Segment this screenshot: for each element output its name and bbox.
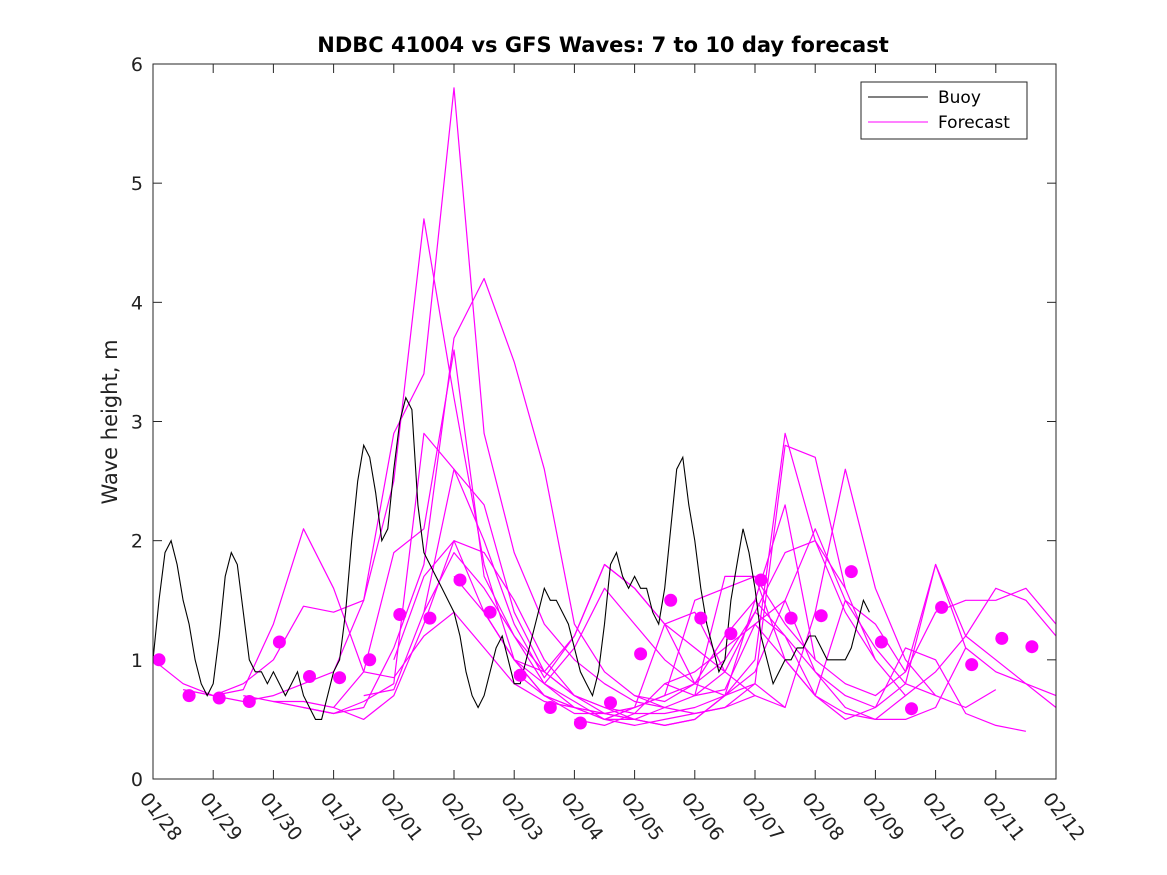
- forecast-line: [363, 468, 816, 727]
- y-tick-label: 4: [131, 292, 143, 314]
- legend: Buoy Forecast: [860, 81, 1028, 140]
- forecast-line: [634, 563, 1057, 709]
- forecast-marker: [513, 668, 527, 682]
- y-tick-label: 1: [131, 650, 143, 672]
- forecast-marker: [303, 670, 316, 683]
- forecast-line: [604, 575, 1057, 720]
- forecast-markers: [152, 565, 1039, 730]
- forecast-marker: [453, 573, 467, 587]
- y-axis-ticks: 0 1 2 3 4 5 6: [131, 54, 1056, 791]
- forecast-marker: [724, 627, 738, 641]
- forecast-marker: [242, 695, 256, 708]
- forecast-marker: [634, 647, 648, 661]
- forecast-marker: [694, 611, 708, 625]
- forecast-marker: [333, 671, 347, 685]
- forecast-marker: [573, 716, 587, 730]
- forecast-marker: [844, 565, 858, 579]
- forecast-line: [694, 623, 1057, 721]
- forecast-marker: [1025, 640, 1039, 654]
- buoy-line-group: [152, 396, 870, 720]
- forecast-marker: [152, 653, 166, 667]
- forecast-marker: [272, 635, 286, 649]
- buoy-line: [152, 396, 870, 720]
- legend-label-forecast: Forecast: [938, 113, 1010, 133]
- forecast-marker: [363, 653, 377, 667]
- y-tick-label: 0: [131, 769, 143, 791]
- forecast-marker: [543, 701, 557, 714]
- forecast-line: [483, 528, 936, 697]
- chart-title: NDBC 41004 vs GFS Waves: 7 to 10 day for…: [317, 33, 888, 57]
- forecast-marker: [423, 611, 437, 625]
- y-tick-label: 3: [131, 412, 143, 434]
- forecast-line: [243, 349, 696, 709]
- forecast-marker: [182, 689, 196, 703]
- forecast-marker: [874, 635, 888, 649]
- legend-label-buoy: Buoy: [938, 88, 981, 108]
- forecast-marker: [784, 611, 798, 625]
- y-tick-label: 5: [131, 173, 143, 195]
- forecast-line: [664, 587, 1057, 721]
- y-tick-label: 6: [131, 54, 143, 76]
- forecast-marker: [905, 702, 918, 716]
- forecast-marker: [212, 691, 226, 705]
- forecast-line: [393, 444, 846, 727]
- plot-frame: [152, 63, 1057, 780]
- forecast-line: [333, 540, 786, 721]
- forecast-marker: [814, 609, 828, 623]
- y-tick-label: 2: [131, 531, 143, 553]
- forecast-marker: [754, 573, 768, 587]
- forecast-marker: [995, 631, 1009, 645]
- legend-box: [860, 81, 1028, 140]
- forecast-line: [423, 432, 876, 727]
- forecast-marker: [604, 696, 617, 710]
- forecast-marker: [393, 608, 407, 621]
- forecast-line: [513, 563, 967, 715]
- forecast-marker: [965, 658, 979, 672]
- y-axis-label: Wave height, m: [98, 339, 122, 504]
- forecast-marker: [483, 605, 497, 619]
- forecast-marker: [935, 600, 949, 614]
- forecast-marker: [664, 593, 678, 607]
